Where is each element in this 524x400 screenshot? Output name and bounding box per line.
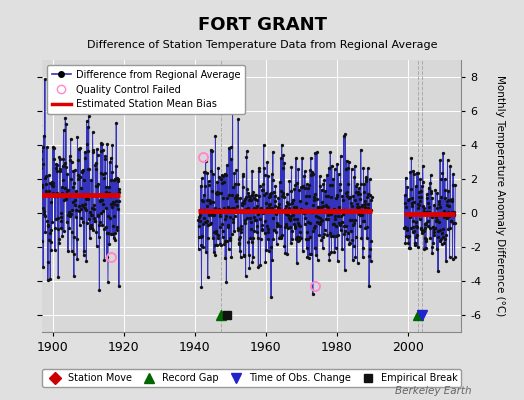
Text: Difference of Station Temperature Data from Regional Average: Difference of Station Temperature Data f… — [87, 40, 437, 50]
Text: Berkeley Earth: Berkeley Earth — [395, 386, 472, 396]
Text: FORT GRANT: FORT GRANT — [198, 16, 326, 34]
Y-axis label: Monthly Temperature Anomaly Difference (°C): Monthly Temperature Anomaly Difference (… — [495, 75, 505, 317]
Legend: Station Move, Record Gap, Time of Obs. Change, Empirical Break: Station Move, Record Gap, Time of Obs. C… — [41, 369, 462, 387]
